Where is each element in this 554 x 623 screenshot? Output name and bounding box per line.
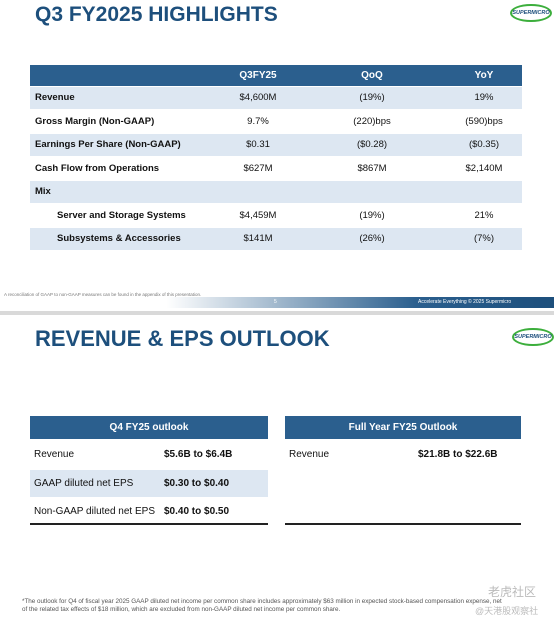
row-label: Mix [35, 186, 51, 197]
row-label: Gross Margin (Non-GAAP) [35, 115, 155, 127]
cell-value: ($0.35) [468, 139, 500, 150]
cell-value: $4,600M [239, 92, 277, 103]
row-label: Cash Flow from Operations [35, 162, 160, 174]
row-label: GAAP diluted net EPS [34, 477, 134, 489]
table-header-bar [30, 65, 522, 86]
slide-title: Q3 FY2025 HIGHLIGHTS [35, 3, 278, 26]
row-label: Earnings Per Share (Non-GAAP) [35, 139, 181, 150]
page-number: 5 [274, 299, 277, 305]
row-shade [30, 87, 522, 109]
cell-value: (19%) [359, 209, 385, 221]
cell-value: $0.31 [246, 139, 270, 150]
row-shade [30, 469, 268, 497]
column-header: YoY [474, 70, 494, 81]
panel-rule [30, 523, 268, 525]
row-label: Revenue [35, 92, 75, 103]
row-label: Server and Storage Systems [57, 209, 186, 221]
footnote: *The outlook for Q4 of fiscal year 2025 … [22, 598, 502, 613]
cell-value: ($0.28) [356, 139, 388, 150]
cell-value: $4,459M [239, 209, 277, 221]
cell-value: 9.7% [247, 115, 269, 127]
row-shade [30, 228, 522, 250]
cell-value: $627M [243, 162, 273, 174]
row-shade [30, 134, 522, 156]
column-header: Q3FY25 [239, 70, 277, 81]
row-value: $0.40 to $0.50 [164, 506, 230, 517]
footer-bar [0, 297, 554, 308]
cell-value: 21% [474, 209, 494, 221]
row-label: Subsystems & Accessories [57, 233, 181, 244]
row-label: Revenue [289, 449, 330, 460]
logo: SUPERMICRO [512, 328, 554, 346]
cell-value: $867M [357, 162, 387, 174]
footnote: A reconciliation of GAAP to non-GAAP mea… [4, 292, 202, 297]
panel-rule [285, 523, 521, 525]
row-label: Revenue [34, 449, 75, 460]
row-label: Non-GAAP diluted net EPS [34, 506, 155, 517]
watermark: 老虎社区 [488, 585, 537, 599]
panel-header: Full Year FY25 Outlook [285, 416, 521, 439]
footer-text: Accelerate Everything © 2025 Supermicro [418, 299, 512, 305]
cell-value: (7%) [473, 233, 495, 244]
watermark: @天港股观察社 [475, 606, 539, 616]
cell-value: $2,140M [465, 162, 503, 174]
cell-value: $141M [243, 233, 273, 244]
cell-value: (26%) [359, 233, 385, 244]
cell-value: (590)bps [465, 115, 503, 127]
slide-title: REVENUE & EPS OUTLOOK [35, 326, 330, 351]
column-header: QoQ [361, 70, 383, 81]
row-value: $5.6B to $6.4B [164, 449, 233, 460]
row-value: $21.8B to $22.6B [418, 449, 498, 460]
row-shade [30, 181, 522, 203]
cell-value: (19%) [359, 92, 385, 103]
cell-value: 19% [474, 92, 494, 103]
row-value: $0.30 to $0.40 [164, 477, 230, 489]
slide-divider [0, 311, 554, 315]
logo: SUPERMICRO [510, 4, 552, 22]
cell-value: (220)bps [353, 115, 391, 127]
panel-header: Q4 FY25 outlook [30, 416, 268, 439]
